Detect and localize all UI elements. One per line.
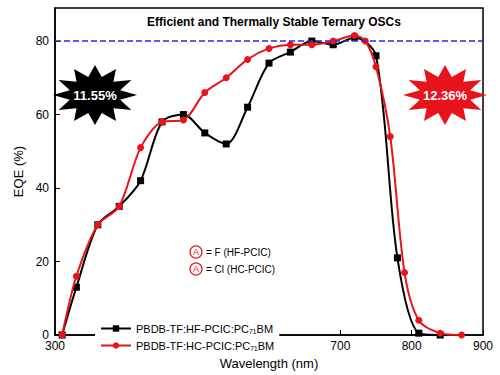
svg-text:= Cl (HC-PCIC): = Cl (HC-PCIC) [206,264,275,275]
svg-text:PBDB-TF:HC-PCIC:PC₇₁BM: PBDB-TF:HC-PCIC:PC₇₁BM [136,340,274,352]
svg-text:A: A [193,264,199,274]
svg-text:EQE (%): EQE (%) [11,146,26,197]
svg-text:20: 20 [36,255,50,269]
svg-text:900: 900 [473,339,493,353]
svg-text:Efficient and Thermally Stable: Efficient and Thermally Stable Ternary O… [147,15,401,29]
svg-text:800: 800 [402,339,422,353]
svg-text:0: 0 [42,328,49,342]
svg-text:12.36%: 12.36% [423,88,468,103]
svg-text:80: 80 [36,34,50,48]
svg-text:PBDB-TF:HF-PCIC:PC₇₁BM: PBDB-TF:HF-PCIC:PC₇₁BM [136,323,273,335]
svg-text:40: 40 [36,181,50,195]
svg-text:300: 300 [45,339,65,353]
svg-text:700: 700 [330,339,350,353]
svg-text:11.55%: 11.55% [73,88,117,103]
svg-text:A: A [193,247,199,257]
svg-text:= F (HF-PCIC): = F (HF-PCIC) [206,247,271,258]
svg-text:60: 60 [36,108,50,122]
svg-text:Wavelength (nm): Wavelength (nm) [220,356,319,371]
